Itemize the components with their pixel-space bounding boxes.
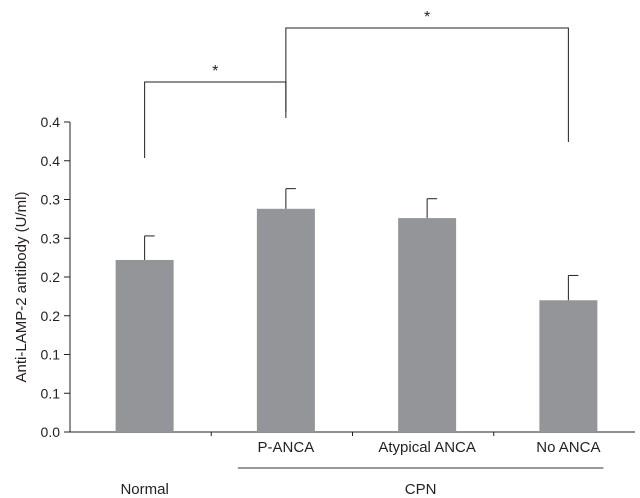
significance-label: * xyxy=(424,9,430,26)
y-axis-label: Anti-LAMP-2 antibody (U/ml) xyxy=(13,192,30,383)
bars xyxy=(115,208,598,432)
y-tick-label: 0.2 xyxy=(41,308,61,324)
significance-bracket xyxy=(285,27,569,142)
significance-brackets: ** xyxy=(144,9,569,158)
group-label: CPN xyxy=(405,481,437,498)
bar xyxy=(398,218,457,432)
y-tick-label: 0.4 xyxy=(41,153,61,169)
y-tick-label: 0.1 xyxy=(41,385,61,401)
significance-bracket xyxy=(144,81,287,158)
category-label: No ANCA xyxy=(536,439,600,456)
bar xyxy=(115,259,174,432)
category-label: Normal xyxy=(120,481,168,498)
labels: Normal P-ANCA Atypical ANCA No ANCA CPN Anti-… xyxy=(13,192,604,498)
bar xyxy=(539,300,598,432)
significance-label: * xyxy=(212,63,218,80)
error-bars xyxy=(144,188,579,301)
category-label: P-ANCA xyxy=(258,439,315,456)
category-label: Atypical ANCA xyxy=(378,439,476,456)
y-tick-label: 0.4 xyxy=(41,114,61,130)
y-tick-label: 0.3 xyxy=(41,230,61,246)
y-tick-label: 0.3 xyxy=(41,192,61,208)
y-tick-label: 0.0 xyxy=(41,424,61,440)
y-tick-label: 0.1 xyxy=(41,347,61,363)
y-tick-label: 0.2 xyxy=(41,269,61,285)
bar xyxy=(256,208,315,432)
